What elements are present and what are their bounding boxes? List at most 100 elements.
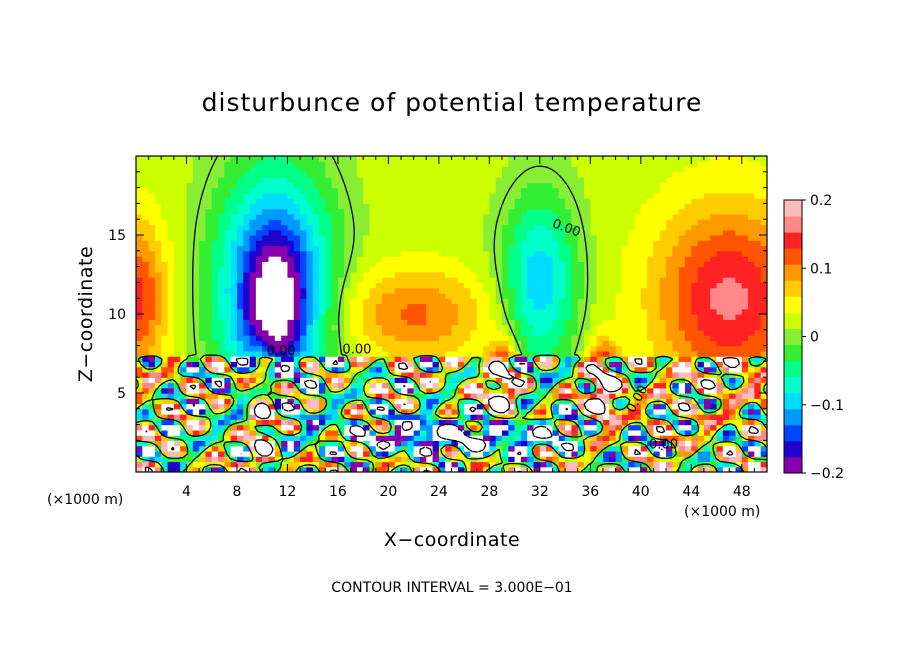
heatmap-cell	[703, 277, 711, 283]
heatmap-cell	[514, 350, 522, 357]
heatmap-cell	[167, 345, 175, 352]
heatmap-cell	[356, 208, 364, 215]
heatmap-cell	[306, 245, 314, 252]
heatmap-cell	[413, 266, 421, 273]
heatmap-cell	[249, 461, 257, 468]
heatmap-cell	[653, 366, 661, 373]
heatmap-cell	[539, 229, 547, 236]
heatmap-cell	[186, 466, 194, 472]
heatmap-cell	[136, 261, 143, 268]
heatmap-cell	[180, 277, 188, 283]
heatmap-cell	[161, 450, 169, 457]
heatmap-cell	[224, 250, 232, 257]
heatmap-cell	[394, 314, 402, 320]
heatmap-cell	[426, 324, 434, 331]
heatmap-cell	[495, 245, 503, 252]
heatmap-cell	[609, 324, 617, 331]
heatmap-cell	[640, 340, 648, 347]
heatmap-cell	[199, 366, 207, 373]
heatmap-cell	[527, 250, 535, 257]
heatmap-cell	[527, 245, 535, 252]
heatmap-cell	[634, 382, 642, 389]
heatmap-cell	[464, 387, 472, 394]
heatmap-cell	[451, 308, 459, 315]
heatmap-cell	[306, 450, 314, 457]
heatmap-cell	[527, 356, 535, 362]
heatmap-cell	[173, 271, 181, 278]
heatmap-cell	[186, 324, 194, 331]
heatmap-cell	[306, 282, 314, 289]
heatmap-cell	[653, 371, 661, 378]
heatmap-cell	[666, 240, 673, 247]
heatmap-cell	[678, 240, 686, 247]
heatmap-cell	[741, 382, 749, 389]
heatmap-cell	[533, 419, 541, 426]
heatmap-cell	[678, 345, 686, 352]
heatmap-cell	[609, 361, 617, 368]
heatmap-cell	[293, 256, 301, 262]
heatmap-cell	[457, 224, 465, 231]
heatmap-cell	[558, 324, 566, 331]
heatmap-cell	[615, 429, 623, 436]
heatmap-cell	[729, 308, 737, 315]
heatmap-cell	[161, 250, 169, 257]
heatmap-cell	[432, 224, 440, 231]
heatmap-cell	[640, 213, 648, 220]
heatmap-cell	[527, 229, 535, 236]
heatmap-cell	[659, 393, 667, 399]
heatmap-cell	[350, 213, 358, 220]
heatmap-cell	[344, 292, 352, 299]
heatmap-cell	[306, 456, 314, 463]
heatmap-cell	[703, 419, 711, 426]
heatmap-cell	[287, 219, 295, 226]
heatmap-cell	[426, 398, 434, 405]
heatmap-cell	[653, 419, 661, 426]
heatmap-cell	[230, 393, 238, 399]
heatmap-cell	[161, 340, 169, 347]
heatmap-cell	[584, 356, 591, 362]
heatmap-cell	[552, 266, 560, 273]
heatmap-cell	[514, 319, 522, 326]
heatmap-cell	[464, 219, 472, 226]
heatmap-cell	[426, 261, 434, 268]
heatmap-cell	[710, 235, 718, 241]
heatmap-cell	[596, 271, 604, 278]
heatmap-cell	[300, 240, 307, 247]
heatmap-cell	[464, 466, 472, 472]
heatmap-cell	[678, 219, 686, 226]
heatmap-cell	[729, 382, 737, 389]
heatmap-cell	[337, 414, 345, 420]
heatmap-cell	[754, 435, 762, 441]
heatmap-cell	[451, 356, 459, 362]
heatmap-cell	[154, 440, 162, 447]
heatmap-cell	[438, 282, 446, 289]
heatmap-cell	[186, 356, 194, 362]
heatmap-cell	[722, 329, 730, 336]
heatmap-cell	[154, 266, 162, 273]
heatmap-cell	[268, 382, 276, 389]
heatmap-cell	[154, 271, 162, 278]
heatmap-cell	[236, 319, 244, 326]
heatmap-cell	[161, 229, 169, 236]
heatmap-cell	[666, 387, 673, 394]
heatmap-cell	[394, 382, 402, 389]
heatmap-cell	[375, 329, 383, 336]
heatmap-cell	[394, 282, 402, 289]
heatmap-cell	[539, 208, 547, 215]
heatmap-cell	[615, 456, 623, 463]
heatmap-cell	[281, 219, 289, 226]
heatmap-cell	[760, 277, 767, 283]
heatmap-cell	[577, 240, 585, 247]
heatmap-cell	[337, 271, 345, 278]
heatmap-cell	[571, 256, 579, 262]
heatmap-cell	[249, 219, 257, 226]
heatmap-cell	[615, 403, 623, 410]
heatmap-cell	[312, 377, 320, 384]
heatmap-cell	[533, 229, 541, 236]
heatmap-cell	[533, 282, 541, 289]
heatmap-cell	[218, 356, 225, 362]
heatmap-cell	[628, 440, 636, 447]
heatmap-cell	[501, 303, 509, 310]
heatmap-cell	[716, 250, 724, 257]
heatmap-cell	[205, 271, 213, 278]
